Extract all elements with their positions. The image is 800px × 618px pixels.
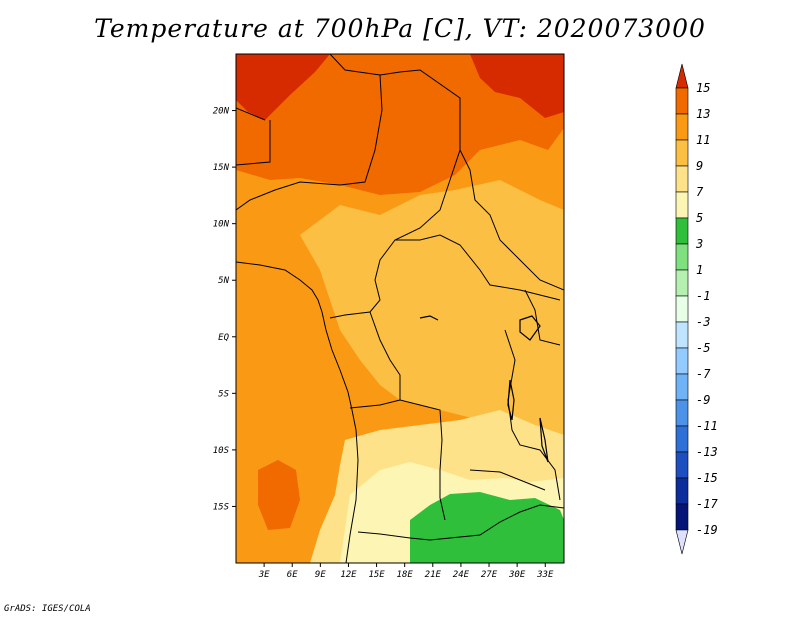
x-tick-label: 21E bbox=[425, 570, 442, 580]
contour-fill-above-15 bbox=[470, 54, 564, 118]
colorbar-label: 11 bbox=[696, 133, 710, 147]
colorbar-swatch bbox=[675, 243, 689, 271]
colorbar-label: -17 bbox=[696, 497, 718, 511]
colorbar-swatch bbox=[675, 321, 689, 349]
colorbar-label: -1 bbox=[696, 289, 710, 303]
y-tick-label: EQ bbox=[218, 333, 229, 343]
contour-fill-9-11 bbox=[300, 180, 564, 448]
colorbar-swatch bbox=[675, 477, 689, 505]
x-tick-label: 27E bbox=[481, 570, 498, 580]
colorbar-label: 13 bbox=[696, 107, 710, 121]
colorbar-label: -9 bbox=[696, 393, 710, 407]
colorbar-swatch bbox=[675, 165, 689, 193]
colorbar-swatch bbox=[675, 139, 689, 167]
colorbar: 15 13 11 9 7 5 3 1 -1 -3 -5 -7 -9 -11 -13 -15 -17 -19 bbox=[675, 63, 718, 555]
colorbar-swatch bbox=[675, 347, 689, 375]
x-tick-label: 18E bbox=[397, 570, 414, 580]
y-tick-label: 10S bbox=[213, 446, 230, 456]
colorbar-swatch bbox=[675, 451, 689, 479]
colorbar-label: 3 bbox=[695, 237, 703, 251]
contour-fill-13-15-patch bbox=[258, 460, 300, 530]
colorbar-label: -5 bbox=[696, 341, 710, 355]
temperature-field bbox=[236, 54, 564, 563]
y-tick-label: 15N bbox=[213, 163, 230, 173]
colorbar-swatch bbox=[675, 373, 689, 401]
country-borders bbox=[236, 54, 564, 563]
x-tick-label: 30E bbox=[508, 570, 526, 580]
chart-title: Temperature at 700hPa [C], VT: 202007300… bbox=[94, 14, 706, 43]
colorbar-label: 9 bbox=[696, 159, 703, 173]
x-tick-label: 3E bbox=[258, 570, 270, 580]
x-axis: 3E 6E 9E 12E 15E 18E 21E 24E 27E 30E 33E bbox=[258, 563, 554, 580]
colorbar-label: 7 bbox=[696, 185, 704, 199]
colorbar-swatch bbox=[675, 113, 689, 141]
colorbar-swatch bbox=[675, 217, 689, 245]
colorbar-swatch bbox=[675, 295, 689, 323]
colorbar-label: 15 bbox=[696, 81, 710, 95]
colorbar-top-cap bbox=[675, 63, 689, 89]
map-frame bbox=[235, 53, 565, 564]
y-axis: 20N 15N 10N 5N EQ 5S 10S 15S bbox=[213, 107, 236, 512]
y-tick-label: 15S bbox=[213, 502, 230, 512]
colorbar-swatch bbox=[675, 269, 689, 297]
x-tick-label: 6E bbox=[287, 570, 298, 580]
colorbar-swatch bbox=[675, 191, 689, 219]
grads-credit: GrADS: IGES/COLA bbox=[4, 604, 91, 614]
colorbar-label: 1 bbox=[696, 263, 703, 277]
colorbar-label: -7 bbox=[696, 367, 711, 381]
colorbar-swatch bbox=[675, 87, 689, 115]
colorbar-bottom-cap bbox=[675, 529, 689, 555]
colorbar-label: -15 bbox=[696, 471, 718, 485]
colorbar-label: -3 bbox=[696, 315, 710, 329]
colorbar-swatch bbox=[675, 399, 689, 427]
lakes bbox=[419, 315, 549, 463]
y-tick-label: 20N bbox=[213, 107, 230, 117]
colorbar-label: -19 bbox=[696, 523, 718, 537]
y-tick-label: 5N bbox=[218, 276, 229, 286]
x-tick-label: 12E bbox=[340, 570, 357, 580]
colorbar-label: -13 bbox=[696, 445, 718, 459]
contour-fill-above-15 bbox=[236, 54, 330, 120]
y-tick-label: 10N bbox=[213, 220, 230, 230]
colorbar-label: -11 bbox=[696, 419, 718, 433]
x-tick-label: 24E bbox=[453, 570, 470, 580]
x-tick-label: 9E bbox=[315, 570, 326, 580]
x-tick-label: 15E bbox=[368, 570, 385, 580]
y-tick-label: 5S bbox=[218, 389, 229, 399]
colorbar-swatch bbox=[675, 425, 689, 453]
x-tick-label: 33E bbox=[536, 570, 554, 580]
colorbar-swatch bbox=[675, 503, 689, 531]
colorbar-label: 5 bbox=[696, 211, 703, 225]
contour-fill-13-15 bbox=[236, 54, 564, 195]
